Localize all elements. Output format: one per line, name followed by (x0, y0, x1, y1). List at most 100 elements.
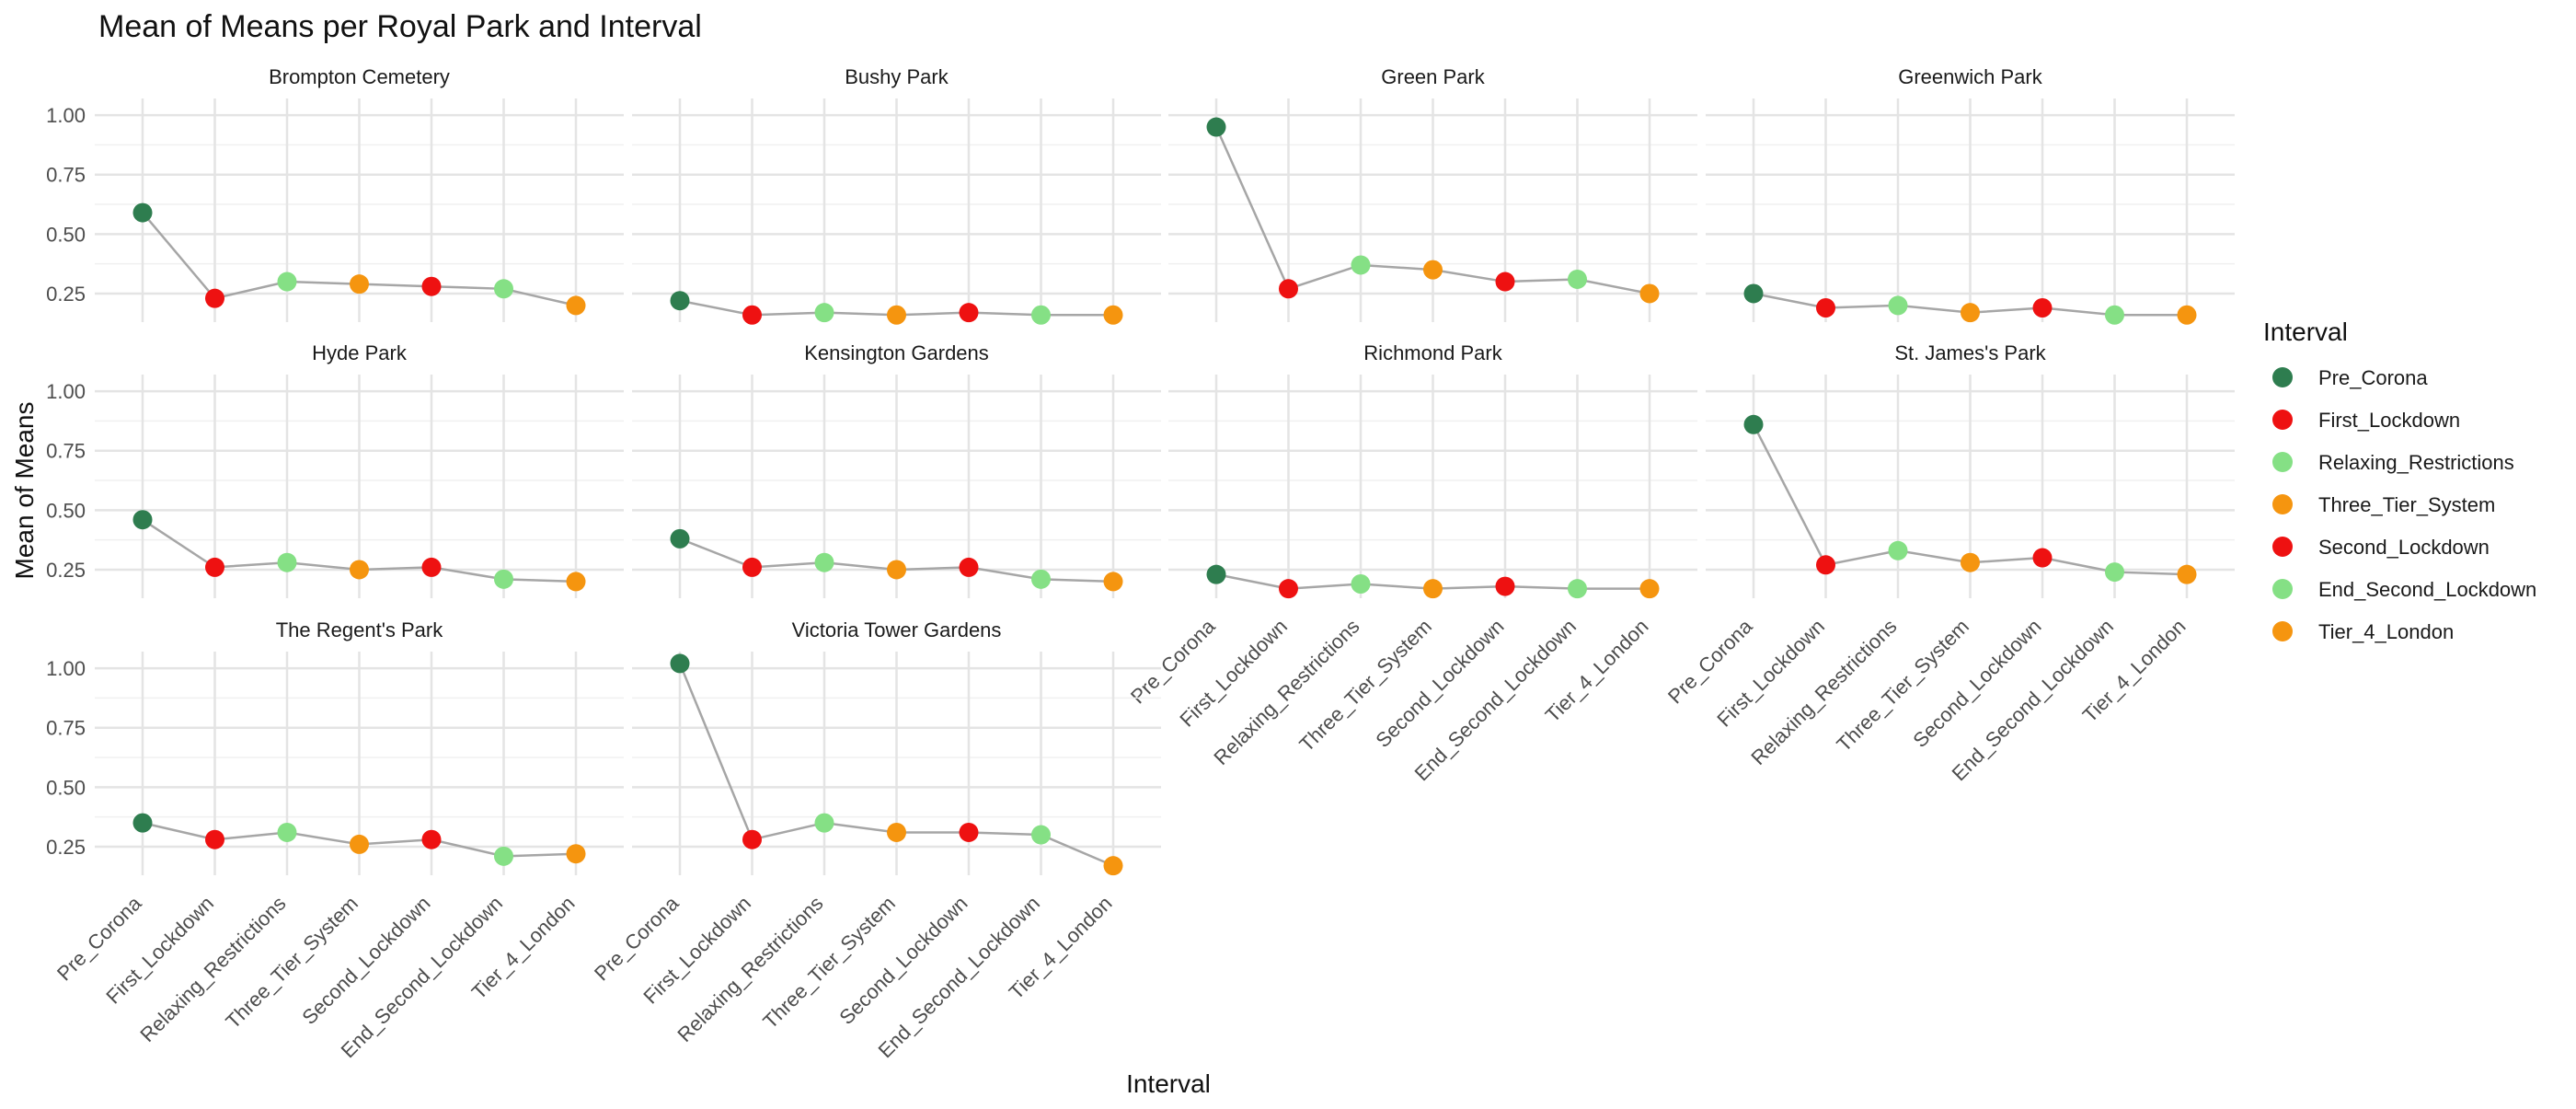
data-point-three-tier-system (350, 274, 369, 295)
data-point-tier-4-london (566, 572, 586, 592)
y-tick-label: 0.75 (46, 440, 86, 463)
data-point-second-lockdown (421, 829, 442, 849)
data-point-relaxing-restrictions (1351, 255, 1371, 275)
legend-title: Interval (2263, 318, 2348, 346)
panel-richmond-park: Richmond ParkPre_CoronaFirst_LockdownRel… (1126, 341, 1697, 785)
data-point-relaxing-restrictions (1888, 295, 1908, 316)
data-point-second-lockdown (2032, 297, 2053, 318)
data-point-tier-4-london (1639, 579, 1660, 599)
data-point-end-second-lockdown (494, 279, 513, 299)
data-point-end-second-lockdown (1568, 579, 1587, 599)
data-point-tier-4-london (1103, 572, 1123, 592)
data-point-three-tier-system (350, 834, 369, 854)
x-tick-label: Second_Lockdown (1908, 615, 2045, 752)
y-tick-label: 0.50 (46, 223, 86, 246)
y-tick-label: 1.00 (46, 104, 86, 127)
panel-victoria-tower-gardens: Victoria Tower GardensPre_CoronaFirst_Lo… (590, 618, 1161, 1062)
data-point-first-lockdown (205, 829, 224, 849)
data-point-tier-4-london (2177, 305, 2197, 325)
data-point-three-tier-system (1961, 303, 1980, 323)
legend-key (2272, 621, 2293, 641)
data-point-first-lockdown (742, 305, 762, 325)
panel-title: Richmond Park (1363, 341, 1502, 364)
data-point-pre-corona (1743, 414, 1764, 434)
panel-title: St. James's Park (1894, 341, 2046, 364)
y-tick-label: 0.50 (46, 776, 86, 799)
panel-title: Hyde Park (312, 341, 408, 364)
data-point-pre-corona (670, 291, 690, 311)
data-point-relaxing-restrictions (277, 552, 297, 572)
y-tick-label: 0.75 (46, 164, 86, 187)
x-tick-label: Relaxing_Restrictions (135, 892, 290, 1046)
legend-item-first-lockdown: First_Lockdown (2272, 409, 2460, 432)
data-point-three-tier-system (887, 305, 906, 325)
x-tick-label: Three_Tier_System (1832, 615, 1973, 757)
data-point-second-lockdown (421, 557, 442, 577)
panel-kensington-gardens: Kensington Gardens (632, 341, 1161, 598)
legend-label: Relaxing_Restrictions (2318, 451, 2514, 474)
x-tick-label: Second_Lockdown (1371, 615, 1508, 752)
y-axis-title: Mean of Means (10, 402, 39, 580)
y-tick-label: 1.00 (46, 657, 86, 680)
x-tick-label: Three_Tier_System (758, 892, 900, 1034)
x-tick-label: Relaxing_Restrictions (673, 892, 827, 1046)
panel-title: Green Park (1381, 65, 1485, 88)
data-point-second-lockdown (1495, 271, 1515, 292)
data-point-end-second-lockdown (1031, 825, 1051, 845)
panel-brompton-cemetery: Brompton Cemetery 0.25 0.50 0.75 1.00 (46, 65, 624, 322)
panel-bushy-park: Bushy Park (632, 65, 1161, 325)
legend-item-pre-corona: Pre_Corona (2272, 366, 2428, 389)
data-point-relaxing-restrictions (1888, 540, 1908, 560)
panel-title: Greenwich Park (1898, 65, 2043, 88)
data-point-second-lockdown (959, 557, 979, 577)
panel-title: Kensington Gardens (804, 341, 989, 364)
data-point-second-lockdown (2032, 548, 2053, 568)
data-point-first-lockdown (1279, 279, 1298, 299)
panel-st-james-s-park: St. James's ParkPre_CoronaFirst_Lockdown… (1663, 341, 2235, 785)
legend-item-end-second-lockdown: End_Second_Lockdown (2272, 578, 2536, 601)
x-tick-label: Three_Tier_System (221, 892, 362, 1034)
data-point-pre-corona (670, 528, 690, 549)
legend-key (2272, 494, 2293, 514)
legend-key (2272, 410, 2293, 430)
data-point-three-tier-system (887, 822, 906, 842)
data-point-pre-corona (132, 813, 153, 833)
y-tick-label: 0.25 (46, 559, 86, 582)
panel-the-regent-s-park: The Regent's Park0.250.500.751.00Pre_Cor… (46, 618, 624, 1062)
legend-label: Pre_Corona (2318, 366, 2428, 389)
data-point-end-second-lockdown (494, 569, 513, 589)
y-tick-label: 0.50 (46, 499, 86, 522)
data-point-end-second-lockdown (1568, 269, 1587, 289)
panel-greenwich-park: Greenwich Park (1706, 65, 2235, 325)
x-axis-title: Interval (1126, 1069, 1211, 1098)
data-point-end-second-lockdown (1031, 569, 1051, 589)
legend-label: Three_Tier_System (2318, 493, 2495, 516)
panel-title: The Regent's Park (276, 618, 444, 641)
data-point-pre-corona (1743, 283, 1764, 304)
panel-green-park: Green Park (1168, 65, 1697, 322)
data-point-end-second-lockdown (494, 846, 513, 866)
data-point-three-tier-system (1423, 579, 1443, 599)
y-tick-label: 0.25 (46, 283, 86, 306)
data-point-first-lockdown (1816, 297, 1835, 318)
x-tick-label: Relaxing_Restrictions (1746, 615, 1901, 769)
x-tick-label: Second_Lockdown (834, 892, 972, 1029)
legend-item-tier-4-london: Tier_4_London (2272, 620, 2454, 643)
legend-label: Second_Lockdown (2318, 536, 2490, 559)
data-point-second-lockdown (421, 276, 442, 296)
data-point-three-tier-system (350, 560, 369, 580)
x-tick-label: Second_Lockdown (297, 892, 434, 1029)
chart-title: Mean of Means per Royal Park and Interva… (98, 9, 702, 44)
data-point-relaxing-restrictions (814, 303, 834, 323)
data-point-first-lockdown (205, 557, 224, 577)
legend-label: End_Second_Lockdown (2318, 578, 2536, 601)
legend-key (2272, 452, 2293, 472)
y-tick-label: 1.00 (46, 380, 86, 403)
data-point-pre-corona (132, 510, 153, 530)
data-point-first-lockdown (1816, 555, 1835, 575)
data-point-three-tier-system (1423, 260, 1443, 280)
panel-hyde-park: Hyde Park 0.25 0.50 0.75 1.00 (46, 341, 624, 598)
legend-key (2272, 367, 2293, 387)
data-point-tier-4-london (1639, 283, 1660, 304)
data-point-three-tier-system (1961, 552, 1980, 572)
